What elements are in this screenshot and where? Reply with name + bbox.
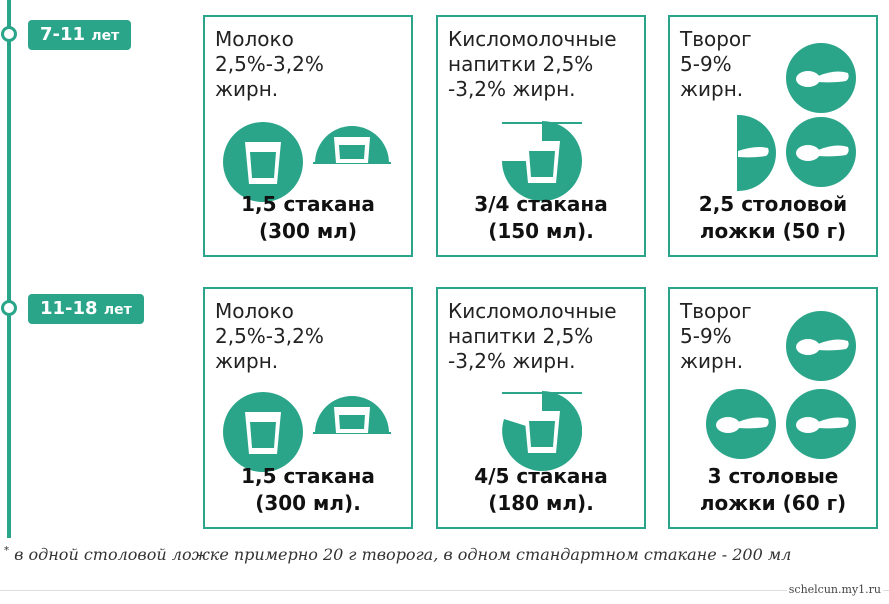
card-amount: 2,5 столовой ложки (50 г) [698, 192, 848, 243]
card-amount: 3/4 стакана (150 мл). [474, 192, 608, 243]
age-number: 7-11 [40, 24, 86, 45]
age-number: 11-18 [40, 298, 98, 319]
timeline-line [7, 0, 11, 538]
spoon-icon [786, 389, 856, 459]
card-amount: 1,5 стакана (300 мл) [241, 192, 375, 243]
half-spoon-icon [737, 115, 776, 191]
card-cottage-cheese-11-18: Творог 5-9% жирн. 3 столовые ложки (60 г… [668, 287, 878, 529]
card-title: Кисломолочные напитки 2,5% -3,2% жирн. [448, 27, 617, 101]
glass-four-fifths-icon [502, 391, 582, 471]
spoon-icon [706, 389, 776, 459]
spoon-icon [786, 117, 856, 187]
glass-three-quarter-icon [502, 121, 582, 201]
timeline-dot [1, 300, 17, 316]
timeline-dot [1, 26, 17, 42]
footnote-mark: * [4, 545, 9, 557]
card-cottage-cheese-7-11: Творог 5-9% жирн. 2,5 столовой ложки (50… [668, 15, 878, 257]
half-glass-icon [313, 126, 391, 164]
footnote-text: в одной столовой ложке примерно 20 г тво… [14, 545, 792, 564]
half-glass-icon [313, 396, 391, 434]
card-title: Молоко 2,5%-3,2% жирн. [215, 27, 324, 101]
age-unit: лет [103, 302, 132, 318]
card-kefir-11-18: Кисломолочные напитки 2,5% -3,2% жирн. 4… [436, 287, 646, 529]
watermark: schelcun.my1.ru [786, 583, 883, 596]
age-unit: лет [91, 28, 120, 44]
card-kefir-7-11: Кисломолочные напитки 2,5% -3,2% жирн. 3… [436, 15, 646, 257]
spoon-icon [786, 43, 856, 113]
card-amount: 3 столовые ложки (60 г) [699, 464, 847, 515]
age-tag-7-11: 7-11 лет [28, 20, 132, 50]
divider [0, 590, 889, 591]
card-amount: 4/5 стакана (180 мл). [474, 464, 608, 515]
card-amount: 1,5 стакана (300 мл). [241, 464, 375, 515]
card-title: Кисломолочные напитки 2,5% -3,2% жирн. [448, 299, 617, 373]
age-tag-11-18: 11-18 лет [28, 294, 144, 324]
card-title: Творог 5-9% жирн. [680, 27, 752, 101]
glass-icon [223, 392, 303, 472]
card-milk-7-11: Молоко 2,5%-3,2% жирн. 1,5 стакана (300 … [203, 15, 413, 257]
card-title: Молоко 2,5%-3,2% жирн. [215, 299, 324, 373]
spoon-icon [786, 311, 856, 381]
card-milk-11-18: Молоко 2,5%-3,2% жирн. 1,5 стакана (300 … [203, 287, 413, 529]
glass-icon [223, 122, 303, 202]
footnote: * в одной столовой ложке примерно 20 г т… [4, 545, 791, 564]
card-title: Творог 5-9% жирн. [680, 299, 752, 373]
